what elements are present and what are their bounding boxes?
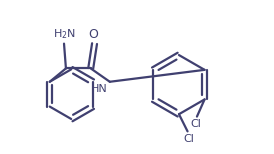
Text: HN: HN bbox=[91, 84, 108, 94]
Text: O: O bbox=[89, 28, 99, 41]
Text: H$_2$N: H$_2$N bbox=[53, 27, 76, 41]
Text: Cl: Cl bbox=[183, 134, 194, 144]
Text: Cl: Cl bbox=[190, 120, 201, 130]
